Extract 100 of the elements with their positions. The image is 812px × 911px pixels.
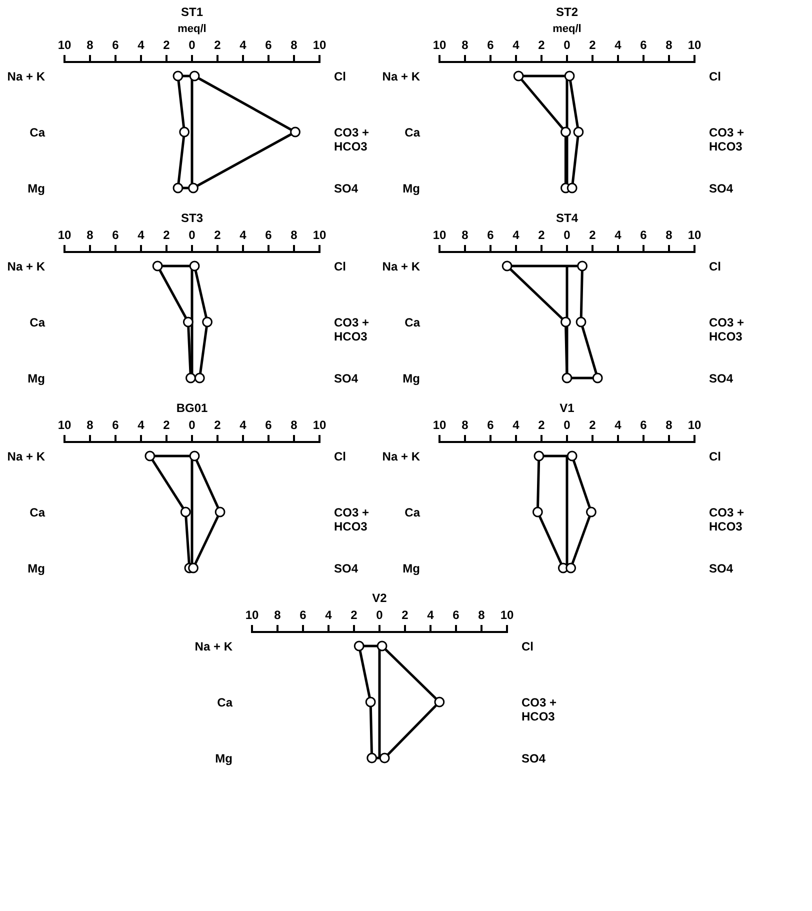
x-tick-label: 8 bbox=[274, 608, 282, 622]
x-tick-label: 8 bbox=[290, 228, 298, 242]
y-tick-label: Mg bbox=[402, 372, 420, 386]
x-tick-label: 2 bbox=[538, 228, 546, 242]
y-tick-label: Mg bbox=[28, 182, 45, 196]
y2-tick-label: SO4 bbox=[708, 562, 734, 576]
x-tick-label: 6 bbox=[265, 418, 272, 432]
x-axis-title: meq/l bbox=[552, 23, 582, 35]
x-tick-label: 2 bbox=[589, 38, 596, 52]
y2-tick-label: CO3 + HCO3 bbox=[521, 696, 557, 724]
x-tick-label: 4 bbox=[138, 228, 145, 242]
y2-tick-label: SO4 bbox=[708, 372, 734, 386]
x-tick-label: 10 bbox=[312, 38, 326, 52]
x-tick-label: 2 bbox=[214, 38, 222, 52]
x-tick-label: 0 bbox=[376, 608, 384, 622]
y2-tick-label: SO4 bbox=[521, 752, 546, 766]
y2-tick-label: Cl bbox=[708, 70, 721, 84]
x-tick-label: 6 bbox=[112, 228, 120, 242]
chart-title: V1 bbox=[560, 401, 575, 415]
y2-tick-label: Cl bbox=[708, 260, 721, 274]
y-tick-label: Ca bbox=[30, 126, 46, 140]
x-tick-label: 4 bbox=[240, 38, 247, 52]
chart-title: ST3 bbox=[180, 211, 204, 225]
x-tick-label: 2 bbox=[214, 418, 222, 432]
x-tick-label: 10 bbox=[58, 418, 72, 432]
x-tick-label: 8 bbox=[290, 418, 298, 432]
y2-tick-label: Cl bbox=[334, 260, 346, 274]
x-tick-label: 2 bbox=[589, 228, 596, 242]
y-tick-label: Ca bbox=[404, 126, 420, 140]
x-tick-label: 2 bbox=[163, 228, 170, 242]
y2-tick-label: CO3 + HCO3 bbox=[334, 506, 370, 534]
x-tick-label: 10 bbox=[58, 228, 72, 242]
x-tick-label: 0 bbox=[188, 228, 196, 242]
x-tick-label: 8 bbox=[478, 608, 486, 622]
y2-tick-label: Cl bbox=[334, 70, 346, 84]
x-axis-title: meq/l bbox=[178, 23, 206, 35]
x-tick-label: 2 bbox=[402, 608, 409, 622]
chart-title: V2 bbox=[372, 591, 388, 605]
y-tick-label: Mg bbox=[402, 182, 420, 196]
x-tick-label: 2 bbox=[214, 228, 222, 242]
x-tick-label: 6 bbox=[640, 418, 648, 432]
x-tick-label: 4 bbox=[240, 418, 247, 432]
x-tick-label: 8 bbox=[666, 228, 673, 242]
y2-tick-label: CO3 + HCO3 bbox=[334, 126, 370, 154]
y2-tick-label: SO4 bbox=[334, 372, 358, 386]
x-tick-label: 2 bbox=[163, 418, 170, 432]
y-tick-label: Na + K bbox=[382, 450, 420, 464]
y-tick-label: Ca bbox=[30, 316, 46, 330]
y2-tick-label: Cl bbox=[521, 640, 534, 654]
y-tick-label: Ca bbox=[217, 696, 233, 710]
x-tick-label: 6 bbox=[452, 608, 460, 622]
x-tick-label: 6 bbox=[487, 38, 494, 52]
y-tick-label: Na + K bbox=[194, 640, 233, 654]
x-tick-label: 4 bbox=[138, 38, 145, 52]
y2-tick-label: CO3 + HCO3 bbox=[708, 316, 744, 344]
x-tick-label: 8 bbox=[86, 228, 94, 242]
x-tick-label: 4 bbox=[427, 608, 434, 622]
x-tick-label: 6 bbox=[640, 38, 648, 52]
x-tick-label: 6 bbox=[300, 608, 307, 622]
x-tick-label: 0 bbox=[188, 38, 196, 52]
x-tick-label: 2 bbox=[538, 418, 546, 432]
x-tick-label: 10 bbox=[432, 38, 446, 52]
y2-tick-label: CO3 + HCO3 bbox=[708, 126, 744, 154]
chart-title: ST2 bbox=[556, 5, 578, 19]
x-tick-label: 10 bbox=[58, 38, 72, 52]
y2-tick-label: CO3 + HCO3 bbox=[334, 316, 370, 344]
x-tick-label: 0 bbox=[188, 418, 196, 432]
x-tick-label: 8 bbox=[86, 418, 94, 432]
x-tick-label: 4 bbox=[614, 228, 622, 242]
y-tick-label: Na + K bbox=[7, 70, 46, 84]
x-tick-label: 6 bbox=[265, 228, 272, 242]
x-tick-label: 8 bbox=[86, 38, 94, 52]
y2-tick-label: SO4 bbox=[334, 182, 358, 196]
x-tick-label: 8 bbox=[462, 418, 469, 432]
x-tick-label: 4 bbox=[325, 608, 332, 622]
y2-tick-label: Cl bbox=[708, 450, 721, 464]
chart-title: ST1 bbox=[180, 5, 204, 19]
y2-tick-label: SO4 bbox=[334, 562, 358, 576]
x-tick-label: 8 bbox=[666, 38, 673, 52]
x-tick-label: 4 bbox=[240, 228, 247, 242]
x-tick-label: 8 bbox=[462, 228, 469, 242]
y-tick-label: Na + K bbox=[382, 70, 420, 84]
x-tick-label: 4 bbox=[512, 418, 520, 432]
x-tick-label: 8 bbox=[666, 418, 673, 432]
x-tick-label: 10 bbox=[432, 418, 446, 432]
x-tick-label: 10 bbox=[688, 38, 702, 52]
x-tick-label: 2 bbox=[350, 608, 358, 622]
y-tick-label: Na + K bbox=[382, 260, 420, 274]
x-tick-label: 0 bbox=[564, 228, 571, 242]
x-tick-label: 4 bbox=[512, 38, 520, 52]
x-tick-label: 10 bbox=[688, 418, 702, 432]
x-tick-label: 2 bbox=[538, 38, 546, 52]
x-tick-label: 10 bbox=[312, 418, 326, 432]
x-tick-label: 8 bbox=[290, 38, 298, 52]
y2-tick-label: CO3 + HCO3 bbox=[708, 506, 744, 534]
x-tick-label: 10 bbox=[312, 228, 326, 242]
x-tick-label: 4 bbox=[138, 418, 145, 432]
y-tick-label: Ca bbox=[30, 506, 46, 520]
y-tick-label: Mg bbox=[28, 562, 45, 576]
x-tick-label: 10 bbox=[245, 608, 259, 622]
